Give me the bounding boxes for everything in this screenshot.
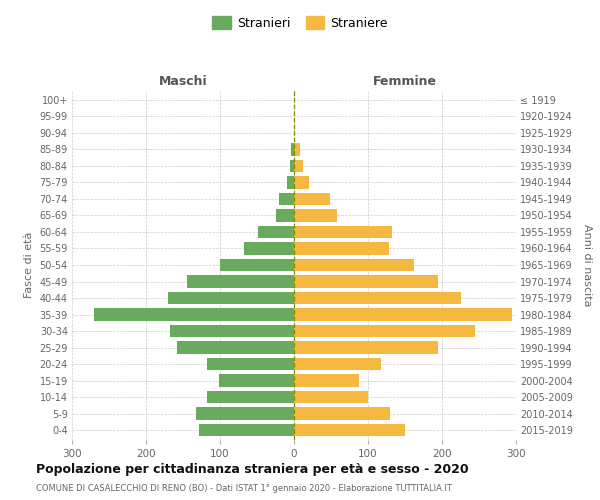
Bar: [294, 160, 303, 172]
Y-axis label: Anni di nascita: Anni di nascita: [583, 224, 592, 306]
Legend: Stranieri, Straniere: Stranieri, Straniere: [209, 14, 391, 32]
Bar: [206, 391, 294, 404]
Bar: [294, 424, 405, 436]
Bar: [199, 424, 294, 436]
Text: Popolazione per cittadinanza straniera per età e sesso - 2020: Popolazione per cittadinanza straniera p…: [36, 462, 469, 475]
Bar: [294, 210, 337, 222]
Bar: [294, 308, 512, 320]
Bar: [177, 342, 294, 353]
Bar: [294, 143, 300, 156]
Bar: [294, 342, 438, 353]
Bar: [294, 374, 359, 387]
Bar: [294, 391, 368, 404]
Bar: [294, 358, 382, 370]
Bar: [294, 292, 461, 304]
Bar: [294, 259, 414, 271]
Bar: [294, 276, 438, 287]
Bar: [279, 193, 294, 205]
Bar: [290, 160, 294, 172]
Bar: [287, 176, 294, 188]
Text: Maschi: Maschi: [158, 74, 208, 88]
Bar: [294, 325, 475, 337]
Bar: [170, 325, 294, 337]
Bar: [294, 408, 390, 420]
Bar: [244, 242, 294, 254]
Bar: [196, 408, 294, 420]
Bar: [168, 292, 294, 304]
Bar: [294, 193, 329, 205]
Text: COMUNE DI CASALECCHIO DI RENO (BO) - Dati ISTAT 1° gennaio 2020 - Elaborazione T: COMUNE DI CASALECCHIO DI RENO (BO) - Dat…: [36, 484, 452, 493]
Bar: [294, 242, 389, 254]
Bar: [94, 308, 294, 320]
Bar: [294, 176, 309, 188]
Bar: [220, 259, 294, 271]
Bar: [291, 143, 294, 156]
Text: Femmine: Femmine: [373, 74, 437, 88]
Bar: [259, 226, 294, 238]
Bar: [206, 358, 294, 370]
Bar: [275, 210, 294, 222]
Y-axis label: Fasce di età: Fasce di età: [24, 232, 34, 298]
Bar: [187, 276, 294, 287]
Bar: [294, 226, 392, 238]
Bar: [218, 374, 294, 387]
